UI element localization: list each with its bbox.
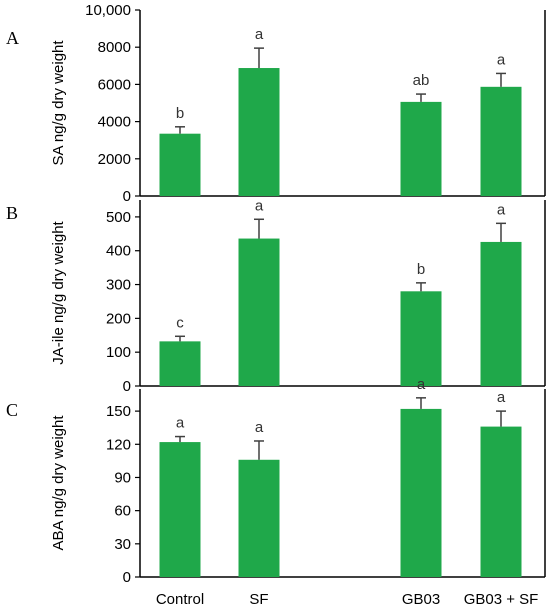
significance-letter: a — [255, 197, 264, 214]
bar — [480, 241, 522, 386]
y-tick-label: 2000 — [98, 151, 131, 168]
y-tick-label: 500 — [106, 209, 131, 226]
panel-letter-a: A — [6, 28, 19, 48]
y-tick-label: 200 — [106, 310, 131, 327]
y-axis-title: SA ng/g dry weight — [50, 40, 67, 166]
bar — [238, 238, 280, 386]
significance-letter: a — [176, 415, 185, 432]
x-tick-label: GB03 — [402, 591, 440, 608]
y-tick-label: 6000 — [98, 76, 131, 93]
y-tick-label: 30 — [114, 536, 131, 553]
y-tick-label: 10,000 — [85, 2, 131, 19]
y-tick-label: 120 — [106, 436, 131, 453]
bar — [400, 101, 442, 196]
bar — [159, 133, 201, 196]
y-tick-label: 8000 — [98, 39, 131, 56]
significance-letter: b — [417, 261, 425, 278]
x-tick-label: SF — [249, 591, 268, 608]
significance-letter: c — [176, 314, 184, 331]
significance-letter: a — [255, 419, 264, 436]
significance-letter: a — [497, 389, 506, 406]
y-tick-label: 100 — [106, 344, 131, 361]
bar — [480, 426, 522, 577]
panel-letter-c: C — [6, 400, 19, 420]
bar — [159, 442, 201, 577]
y-tick-label: 150 — [106, 403, 131, 420]
y-tick-label: 400 — [106, 243, 131, 260]
bar — [480, 86, 522, 196]
bar — [159, 341, 201, 386]
y-axis-title: JA-ile ng/g dry weight — [50, 220, 67, 364]
y-tick-label: 60 — [114, 503, 131, 520]
y-tick-label: 90 — [114, 469, 131, 486]
significance-letter: ab — [413, 72, 430, 89]
x-tick-label: GB03 + SF — [464, 591, 539, 608]
significance-letter: a — [497, 51, 506, 68]
significance-letter: b — [176, 105, 184, 122]
y-tick-label: 0 — [123, 569, 131, 586]
significance-letter: a — [417, 376, 426, 393]
bar — [400, 408, 442, 577]
significance-letter: a — [497, 201, 506, 218]
panel-letter-b: B — [6, 203, 19, 223]
y-tick-label: 300 — [106, 277, 131, 294]
y-axis-title: ABA ng/g dry weight — [50, 415, 67, 551]
bar — [238, 68, 280, 196]
y-tick-label: 0 — [123, 188, 131, 205]
x-tick-label: Control — [156, 591, 204, 608]
bar — [400, 291, 442, 386]
y-tick-label: 4000 — [98, 114, 131, 131]
significance-letter: a — [255, 26, 264, 43]
y-tick-label: 0 — [123, 378, 131, 395]
bar — [238, 459, 280, 577]
